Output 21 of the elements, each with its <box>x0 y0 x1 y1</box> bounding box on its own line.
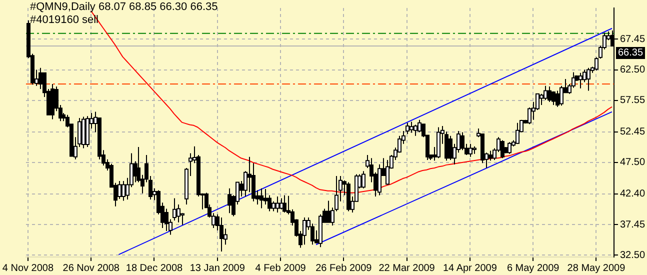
y-tick-label: 62.50 <box>620 64 646 76</box>
x-tick-label: 18 Dec 2008 <box>126 262 184 274</box>
x-tick-label: 6 May 2009 <box>506 262 560 274</box>
x-tick-label: 22 Mar 2009 <box>378 262 436 274</box>
annotation: #4019160 sell <box>30 14 99 26</box>
y-tick-label: 32.50 <box>620 250 646 261</box>
x-tick-label: 28 May 2009 <box>567 262 626 274</box>
x-tick-label: 13 Jan 2009 <box>190 262 246 274</box>
y-tick-label: 52.45 <box>620 126 646 138</box>
y-tick-label: 37.45 <box>620 219 646 230</box>
x-tick-label: 14 Apr 2009 <box>442 262 498 274</box>
y-tick-label: 47.50 <box>620 157 646 168</box>
ref-line-label: 66.35 <box>618 48 644 59</box>
x-tick-label: 4 Feb 2009 <box>255 262 306 274</box>
y-tick-label: 42.40 <box>620 188 646 200</box>
y-tick-label: 57.55 <box>620 95 646 106</box>
y-tick-label: 67.45 <box>620 34 646 45</box>
x-tick-label: 26 Feb 2009 <box>316 262 372 274</box>
x-tick-label: 26 Nov 2008 <box>62 262 120 274</box>
x-tick-label: 4 Nov 2008 <box>2 262 54 274</box>
chart-title: #QMN9,Daily 68.07 68.85 66.30 66.35 <box>30 1 218 13</box>
